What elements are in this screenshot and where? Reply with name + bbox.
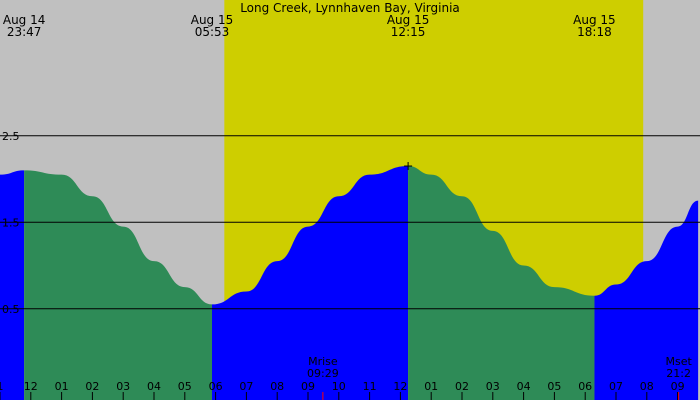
chart-title: Long Creek, Lynnhaven Bay, Virginia <box>240 1 460 15</box>
x-tick-label: 05 <box>178 380 192 393</box>
x-tick-label: 01 <box>55 380 69 393</box>
x-tick-label: 09 <box>671 380 685 393</box>
x-tick-labels: 1 12 01 02 03 04 05 06 07 08 09 10 11 12 01 02 03 04 05 06 0… <box>0 380 685 400</box>
x-tick-label: 12 <box>24 380 38 393</box>
y-tick-label: 1.5 <box>2 216 20 229</box>
y-tick-label: 2.5 <box>2 130 20 143</box>
x-tick-label: 04 <box>517 380 531 393</box>
x-tick-label: 1 <box>0 380 4 393</box>
x-tick-label: 02 <box>455 380 469 393</box>
x-tick-label: 05 <box>547 380 561 393</box>
x-tick-label: 08 <box>270 380 284 393</box>
x-tick-label: 02 <box>85 380 99 393</box>
tide-event-time: 23:47 <box>7 25 42 39</box>
x-tick-label: 07 <box>239 380 253 393</box>
x-tick-label: 12 <box>393 380 407 393</box>
moon-event-time: 09:29 <box>307 367 339 380</box>
moon-event-label: Mset <box>665 355 692 368</box>
level-lines <box>0 135 700 310</box>
tide-event-time: 18:18 <box>577 25 612 39</box>
x-tick-label: 04 <box>147 380 161 393</box>
falling-tide-area <box>408 166 595 400</box>
moon-event-time: 21:2 <box>666 367 691 380</box>
tide-event-date: Aug 15 <box>573 13 616 27</box>
x-tick-label: 06 <box>578 380 592 393</box>
high-tide-marker <box>404 162 413 171</box>
x-tick-label: 08 <box>640 380 654 393</box>
tide-event-date: Aug 14 <box>3 13 46 27</box>
y-tick-label: 0.5 <box>2 303 20 316</box>
tide-event-date: Aug 15 <box>387 13 430 27</box>
tide-event-date: Aug 15 <box>191 13 234 27</box>
tide-event-time: 05:53 <box>195 25 230 39</box>
falling-tide-area <box>24 170 213 400</box>
x-tick-label: 03 <box>486 380 500 393</box>
x-tick-label: 11 <box>363 380 377 393</box>
x-tick-label: 06 <box>209 380 223 393</box>
x-tick-label: 01 <box>424 380 438 393</box>
y-tick-labels: 0.5 1.5 2.5 <box>2 130 20 316</box>
tide-area-layer <box>0 166 699 400</box>
x-tick-label: 10 <box>332 380 346 393</box>
moon-event-label: Mrise <box>308 355 338 368</box>
rising-tide-area <box>212 166 409 400</box>
x-tick-label: 07 <box>609 380 623 393</box>
x-tick-label: 09 <box>301 380 315 393</box>
rising-tide-area <box>594 200 699 400</box>
rising-tide-area <box>0 170 25 400</box>
x-tick-label: 03 <box>116 380 130 393</box>
tide-event-time: 12:15 <box>391 25 426 39</box>
